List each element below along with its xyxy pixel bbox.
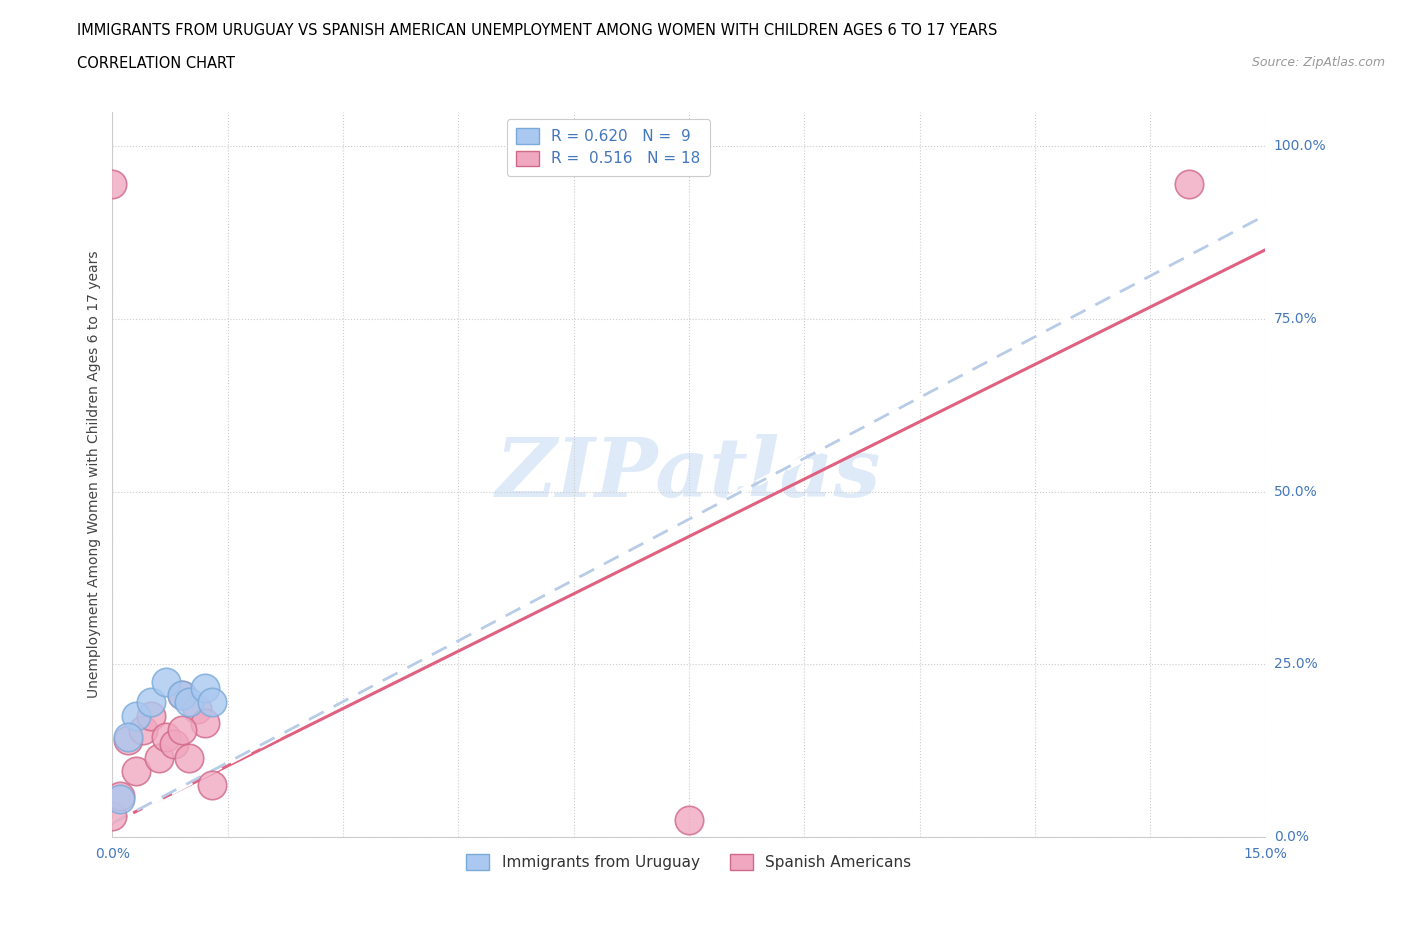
Point — [124, 764, 146, 778]
Point — [101, 177, 124, 192]
Point — [132, 723, 155, 737]
Point — [108, 788, 131, 803]
Point — [155, 729, 177, 744]
Point — [163, 737, 186, 751]
Text: Source: ZipAtlas.com: Source: ZipAtlas.com — [1251, 56, 1385, 69]
Text: 75.0%: 75.0% — [1274, 312, 1317, 326]
Point — [148, 751, 170, 765]
Text: ZIPatlas: ZIPatlas — [496, 434, 882, 514]
Y-axis label: Unemployment Among Women with Children Ages 6 to 17 years: Unemployment Among Women with Children A… — [87, 250, 101, 698]
Point — [194, 681, 217, 696]
Point — [179, 751, 201, 765]
Point — [139, 709, 162, 724]
Point — [117, 729, 139, 744]
Text: CORRELATION CHART: CORRELATION CHART — [77, 56, 235, 71]
Point — [170, 688, 193, 703]
Point — [179, 695, 201, 710]
Text: 25.0%: 25.0% — [1274, 658, 1317, 671]
Point — [101, 809, 124, 824]
Point — [170, 688, 193, 703]
Point — [155, 674, 177, 689]
Point — [1177, 177, 1199, 192]
Text: 50.0%: 50.0% — [1274, 485, 1317, 498]
Point — [170, 723, 193, 737]
Point — [124, 709, 146, 724]
Point — [139, 695, 162, 710]
Text: 0.0%: 0.0% — [1274, 830, 1309, 844]
Point — [108, 791, 131, 806]
Point — [194, 715, 217, 730]
Point — [186, 702, 208, 717]
Point — [117, 733, 139, 748]
Point — [678, 812, 700, 827]
Legend: Immigrants from Uruguay, Spanish Americans: Immigrants from Uruguay, Spanish America… — [460, 848, 918, 876]
Point — [201, 695, 224, 710]
Point — [201, 777, 224, 792]
Text: IMMIGRANTS FROM URUGUAY VS SPANISH AMERICAN UNEMPLOYMENT AMONG WOMEN WITH CHILDR: IMMIGRANTS FROM URUGUAY VS SPANISH AMERI… — [77, 23, 998, 38]
Text: 100.0%: 100.0% — [1274, 140, 1326, 153]
